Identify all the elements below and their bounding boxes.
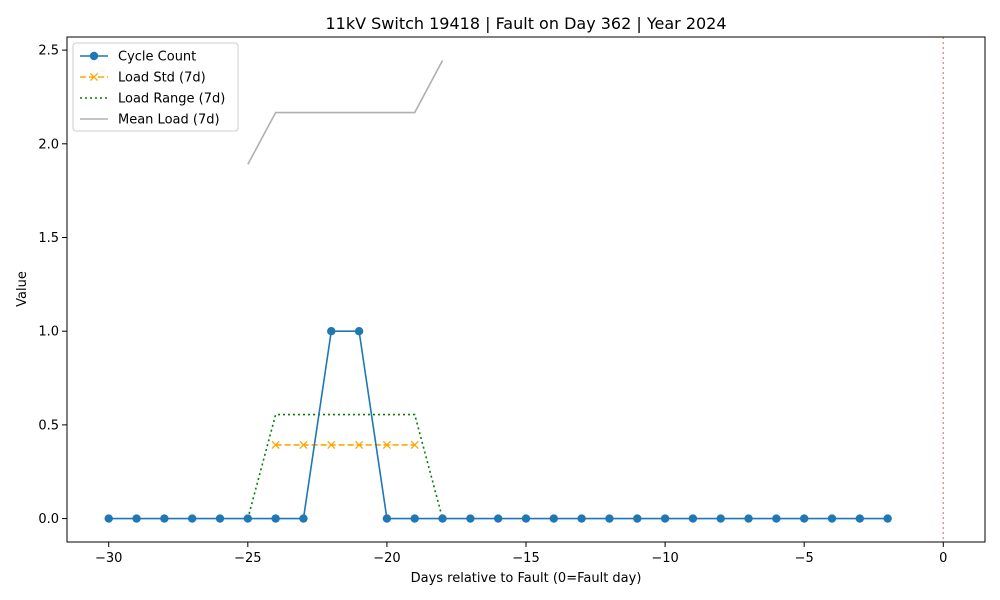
y-tick-label: 0.5 — [38, 418, 59, 433]
x-tick-label: −20 — [373, 551, 400, 566]
series-load-std-7d — [271, 440, 419, 449]
data-point — [772, 514, 781, 523]
legend-item-cycle-count: Cycle Count — [80, 50, 196, 65]
x-tick-label: −10 — [651, 551, 678, 566]
data-point — [410, 514, 419, 523]
data-point — [160, 514, 169, 523]
legend-item-mean-load-7d: Mean Load (7d) — [80, 113, 220, 128]
series-line-load-range-7d — [247, 413, 444, 519]
data-point — [549, 514, 559, 523]
data-point — [883, 514, 892, 523]
y-tick-label: 0.0 — [38, 512, 59, 527]
x-axis-label: Days relative to Fault (0=Fault day) — [411, 571, 642, 586]
y-axis: 0.0 0.5 1.0 1.5 2.0 2.5 — [38, 44, 67, 527]
data-point — [688, 514, 698, 523]
series-line-mean-load-7d — [247, 60, 444, 165]
y-axis-label: Value — [15, 271, 30, 307]
chart-title: 11kV Switch 19418 | Fault on Day 362 | Y… — [325, 14, 726, 33]
data-point — [243, 514, 253, 523]
plot-area — [104, 37, 944, 542]
y-tick-label: 1.5 — [38, 231, 59, 246]
data-point — [327, 326, 336, 336]
data-point — [354, 326, 364, 336]
data-point — [633, 514, 642, 523]
y-tick-label: 2.0 — [38, 137, 59, 152]
data-point — [355, 440, 364, 449]
legend-label: Mean Load (7d) — [118, 113, 220, 128]
data-point — [382, 514, 392, 523]
series-load-range-7d — [247, 413, 444, 519]
series-line-cycle-count — [108, 330, 888, 520]
legend-marker — [89, 51, 99, 61]
data-point — [577, 514, 586, 523]
data-point — [744, 514, 753, 523]
x-tick-label: −25 — [234, 551, 261, 566]
legend-item-load-std-7d: Load Std (7d) — [80, 71, 206, 86]
legend-marker — [89, 72, 99, 82]
data-point — [104, 514, 113, 523]
x-tick-label: 0 — [939, 551, 947, 566]
x-tick-label: −5 — [795, 551, 814, 566]
legend-label: Load Std (7d) — [118, 71, 206, 86]
y-tick-label: 2.5 — [38, 44, 59, 59]
data-point — [299, 514, 308, 523]
data-point — [605, 514, 614, 523]
data-point — [271, 440, 280, 449]
legend: Cycle Count Load Std (7d) Load Range (7d) M… — [72, 42, 239, 132]
data-point — [299, 440, 308, 449]
data-point — [438, 514, 447, 523]
x-tick-label: −15 — [512, 551, 539, 566]
data-point — [660, 514, 670, 523]
legend-box — [72, 42, 239, 132]
data-point — [466, 514, 475, 523]
data-point — [215, 514, 225, 523]
data-point — [187, 514, 197, 523]
data-point — [271, 514, 280, 523]
series-mean-load-7d — [247, 60, 444, 165]
x-axis: −30 −25 −20 −15 −10 −5 0 — [95, 542, 947, 566]
data-point — [493, 514, 503, 523]
data-point — [827, 514, 837, 523]
data-point — [716, 514, 725, 523]
data-point — [327, 440, 336, 449]
legend-label: Load Range (7d) — [118, 92, 225, 107]
data-point — [521, 514, 531, 523]
legend-item-load-range-7d: Load Range (7d) — [80, 92, 225, 107]
data-point — [382, 440, 391, 449]
y-tick-label: 1.0 — [38, 325, 59, 340]
data-point — [410, 440, 419, 449]
x-tick-label: −30 — [95, 551, 122, 566]
data-point — [132, 514, 141, 523]
series-cycle-count — [104, 326, 892, 523]
data-point — [855, 514, 865, 523]
legend-label: Cycle Count — [118, 50, 196, 65]
data-point — [799, 514, 809, 523]
